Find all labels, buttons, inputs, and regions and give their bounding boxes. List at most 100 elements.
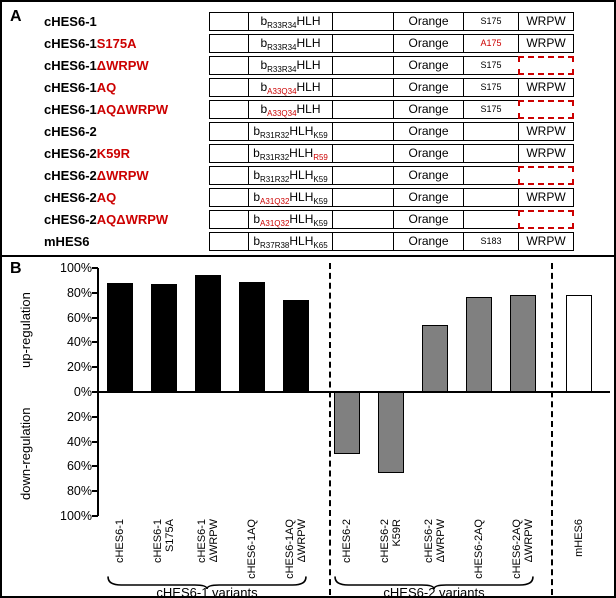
bhlh-segment: bR31R32HLHK59 xyxy=(248,122,333,141)
construct-row: cHES6-1AQ bA33Q34HLH Orange S175 WRPW xyxy=(2,78,614,98)
x-axis-label-line: cHES6-1AQ xyxy=(284,519,296,579)
x-axis-label-line: cHES6-1 xyxy=(152,519,164,564)
basic-domain-label: b xyxy=(253,234,261,248)
construct-domain-bar: bR33R34HLH Orange S175 xyxy=(209,56,574,75)
construct-name-base: cHES6-2 xyxy=(44,146,97,161)
y-axis-title-up: up-regulation xyxy=(18,292,33,368)
orange-domain-segment: Orange xyxy=(393,232,464,251)
basic-residues-label: R33R34 xyxy=(267,43,297,52)
construct-name: mHES6 xyxy=(44,234,90,249)
chart-bar xyxy=(151,284,177,392)
group-label-hes6-2: cHES6-2 variants xyxy=(383,585,485,598)
wrpw-deleted-segment xyxy=(518,210,574,229)
phospho-site-segment: S183 xyxy=(463,232,519,251)
phospho-site-label: S183 xyxy=(480,236,502,246)
construct-name-base: cHES6-1 xyxy=(44,80,97,95)
y-tick-label: 100% xyxy=(60,509,92,523)
hlh-residue-label: K59 xyxy=(313,219,328,228)
construct-row: mHES6 bR37R38HLHK65 Orange S183 WRPW xyxy=(2,232,614,252)
basic-domain-label: b xyxy=(253,146,260,160)
y-tick-mark xyxy=(92,440,98,443)
construct-name-mutation: S175A xyxy=(96,36,137,51)
x-axis-label-line: cHES6-2AQ xyxy=(473,519,485,579)
x-axis-label-line: cHES6-2AQ xyxy=(511,519,523,579)
basic-residues-label: A33Q34 xyxy=(267,109,297,118)
construct-name: cHES6-2AQ xyxy=(44,190,116,205)
x-axis-label: cHES6-1 xyxy=(114,519,126,563)
x-axis-label: cHES6-2 ΔWRPW xyxy=(423,519,447,563)
y-tick-mark xyxy=(92,291,98,294)
n-terminal-segment xyxy=(209,34,249,53)
chart-bar xyxy=(378,392,404,473)
construct-name-base: mHES6 xyxy=(44,234,90,249)
hlh-residue-label: R59 xyxy=(313,153,328,162)
construct-row: cHES6-2 bR31R32HLHK59 Orange WRPW xyxy=(2,122,614,142)
construct-row: cHES6-2ΔWRPW bR31R32HLHK59 Orange xyxy=(2,166,614,186)
y-tick-mark xyxy=(92,465,98,468)
phospho-site-segment xyxy=(463,188,519,207)
construct-name-base: cHES6-2 xyxy=(44,168,97,183)
construct-name-base: cHES6-2 xyxy=(44,212,97,227)
hlh-residue-label: K59 xyxy=(313,197,328,206)
hlh-domain-label: HLH xyxy=(289,124,314,138)
chart-bar xyxy=(107,282,133,392)
bhlh-segment: bA31Q32HLHK59 xyxy=(248,188,333,207)
y-tick-label: 80% xyxy=(66,484,92,499)
y-tick-label: 20% xyxy=(66,360,92,375)
hlh-residue-label: K65 xyxy=(313,241,328,250)
y-tick-mark xyxy=(92,515,98,517)
construct-row: cHES6-2AQ bA31Q32HLHK59 Orange WRPW xyxy=(2,188,614,208)
y-tick-mark xyxy=(92,267,98,269)
n-terminal-segment xyxy=(209,100,249,119)
basic-residues-label: A31Q32 xyxy=(260,219,290,228)
orange-domain-segment: Orange xyxy=(393,78,464,97)
x-axis-label: cHES6-2AQ xyxy=(473,519,485,579)
linker-segment xyxy=(332,144,394,163)
construct-domain-bar: bR31R32HLHR59 Orange WRPW xyxy=(209,144,574,163)
construct-name: cHES6-2 xyxy=(44,124,97,139)
construct-name: cHES6-2K59R xyxy=(44,146,130,161)
phospho-site-segment: S175 xyxy=(463,12,519,31)
bhlh-segment: bA33Q34HLH xyxy=(248,100,333,119)
x-axis-label: mHES6 xyxy=(573,519,585,557)
bhlh-segment: bR33R34HLH xyxy=(248,12,333,31)
linker-segment xyxy=(332,122,394,141)
chart-bar xyxy=(334,392,360,454)
wrpw-segment: WRPW xyxy=(518,122,574,141)
group-separator-line xyxy=(551,263,553,595)
x-axis-label: cHES6-1 ΔWRPW xyxy=(196,519,220,563)
chart-bar xyxy=(195,275,221,392)
phospho-site-segment xyxy=(463,166,519,185)
n-terminal-segment xyxy=(209,166,249,185)
basic-domain-label: b xyxy=(253,212,261,226)
construct-row: cHES6-1AQΔWRPW bA33Q34HLH Orange S175 xyxy=(2,100,614,120)
phospho-site-segment: A175 xyxy=(463,34,519,53)
y-tick-mark xyxy=(92,391,98,393)
orange-domain-segment: Orange xyxy=(393,188,464,207)
hlh-domain-label: HLH xyxy=(296,36,321,50)
chart-bar xyxy=(422,325,448,392)
construct-row: cHES6-1ΔWRPW bR33R34HLH Orange S175 xyxy=(2,56,614,76)
wrpw-deleted-segment xyxy=(518,56,574,75)
phospho-site-label: A175 xyxy=(480,38,502,48)
chart-bar xyxy=(466,296,492,392)
wrpw-segment: WRPW xyxy=(518,78,574,97)
bhlh-segment: bA33Q34HLH xyxy=(248,78,333,97)
chart-bar xyxy=(283,300,309,392)
construct-name: cHES6-1 xyxy=(44,14,97,29)
basic-residues-label: R31R32 xyxy=(260,131,290,140)
construct-name-base: cHES6-1 xyxy=(44,102,97,117)
x-axis-label-line: cHES6-2 xyxy=(423,519,435,564)
construct-name: cHES6-1AQΔWRPW xyxy=(44,102,168,117)
basic-domain-label: b xyxy=(253,190,261,204)
linker-segment xyxy=(332,12,394,31)
construct-name-base: cHES6-1 xyxy=(44,36,97,51)
n-terminal-segment xyxy=(209,122,249,141)
hlh-domain-label: HLH xyxy=(289,212,314,226)
basic-residues-label: R33R34 xyxy=(267,65,297,74)
linker-segment xyxy=(332,34,394,53)
orange-domain-segment: Orange xyxy=(393,56,464,75)
x-axis-label: cHES6-1 S175A xyxy=(152,519,176,563)
phospho-site-segment xyxy=(463,144,519,163)
